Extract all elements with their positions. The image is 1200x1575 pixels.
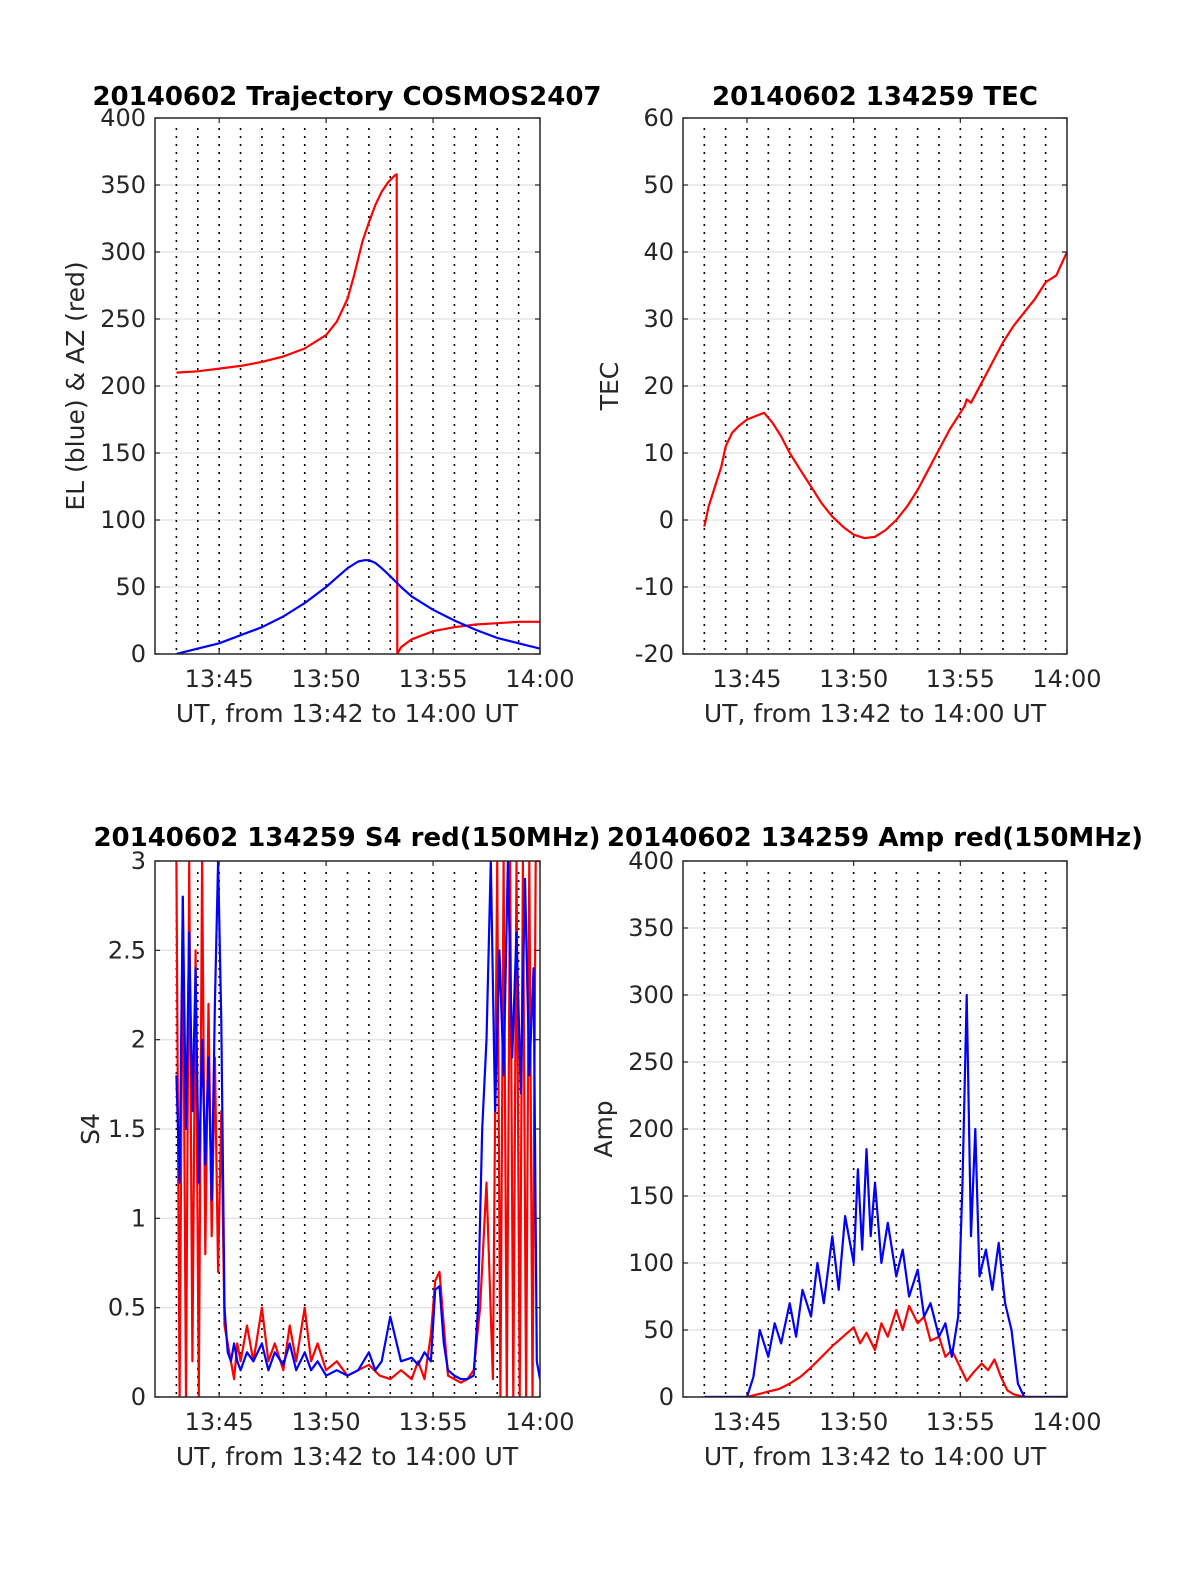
x-tick-label: 13:55	[926, 665, 995, 693]
y-tick-label: 200	[628, 1115, 674, 1143]
y-tick-label: 0.5	[108, 1294, 146, 1322]
plot-area: 13:45 13:50 13:55 14:00 -20 -10 0 10 20 30 40 50 60	[635, 104, 1102, 693]
y-tick-label: 0	[659, 506, 674, 534]
x-axis-label: UT, from 13:42 to 14:00 UT	[704, 1442, 1047, 1471]
panel-s4: 20140602 134259 S4 red(150MHz) UT, from …	[76, 823, 601, 1471]
panel-title: 20140602 134259 TEC	[712, 82, 1038, 112]
series-line-2	[176, 559, 540, 654]
y-tick-label: 50	[643, 1316, 674, 1344]
x-tick-label: 14:00	[505, 1408, 574, 1436]
y-tick-label: 100	[100, 506, 146, 534]
series-line-1	[704, 1304, 1067, 1397]
y-tick-label: 300	[628, 981, 674, 1009]
x-tick-label: 13:45	[712, 1408, 781, 1436]
y-tick-label: 400	[100, 104, 146, 132]
series-line-2	[704, 993, 1067, 1397]
y-axis-label: Amp	[589, 1100, 618, 1157]
y-tick-label: 250	[628, 1048, 674, 1076]
x-tick-label: 13:50	[819, 665, 888, 693]
y-tick-label: 350	[628, 914, 674, 942]
y-tick-label: 0	[131, 1383, 146, 1411]
panel-amp: 20140602 134259 Amp red(150MHz) UT, from…	[589, 823, 1143, 1471]
plot-area: 13:45 13:50 13:55 14:00 0 50 100 150 200 250 300 35…	[100, 104, 574, 693]
x-tick-label: 13:45	[712, 665, 781, 693]
panel-tec: 20140602 134259 TEC UT, from 13:42 to 14…	[595, 82, 1102, 728]
y-tick-label: 2	[131, 1026, 146, 1054]
y-tick-label: 150	[100, 439, 146, 467]
plot-area: 13:45 13:50 13:55 14:00 0 0.5 1 1.5 2 2.5 3	[108, 847, 575, 1436]
panel-title: 20140602 134259 S4 red(150MHz)	[93, 823, 600, 853]
series-line-1	[176, 173, 540, 654]
x-tick-label: 14:00	[505, 665, 574, 693]
y-axis-label: S4	[76, 1113, 105, 1145]
x-tick-label: 13:55	[398, 665, 467, 693]
y-tick-label: 30	[643, 305, 674, 333]
x-tick-label: 14:00	[1032, 1408, 1101, 1436]
x-tick-label: 13:55	[926, 1408, 995, 1436]
y-tick-label: 1.5	[108, 1115, 146, 1143]
y-tick-label: -20	[635, 640, 674, 668]
series-line-1	[703, 251, 1067, 540]
y-tick-label: 50	[643, 171, 674, 199]
y-tick-label: 250	[100, 305, 146, 333]
x-tick-label: 13:50	[819, 1408, 888, 1436]
y-tick-label: 50	[115, 573, 146, 601]
y-tick-label: 400	[628, 847, 674, 875]
x-tick-label: 13:45	[185, 665, 254, 693]
panel-title: 20140602 134259 Amp red(150MHz)	[607, 823, 1143, 853]
x-tick-label: 13:50	[292, 1408, 361, 1436]
y-tick-label: 3	[131, 847, 146, 875]
y-axis-label: EL (blue) & AZ (red)	[61, 261, 90, 510]
x-tick-label: 13:50	[292, 665, 361, 693]
plot-area: 13:45 13:50 13:55 14:00 0 50 100 150 200 250 300 35…	[628, 847, 1101, 1436]
x-tick-label: 13:55	[398, 1408, 467, 1436]
y-tick-label: 0	[131, 640, 146, 668]
y-tick-label: 100	[628, 1249, 674, 1277]
series-line-2	[175, 861, 540, 1381]
y-tick-label: 10	[643, 439, 674, 467]
y-tick-label: 150	[628, 1182, 674, 1210]
panel-title: 20140602 Trajectory COSMOS2407	[92, 82, 601, 112]
y-tick-label: 0	[659, 1383, 674, 1411]
y-tick-label: 200	[100, 372, 146, 400]
y-tick-label: -10	[635, 573, 674, 601]
y-tick-label: 300	[100, 238, 146, 266]
y-tick-label: 1	[131, 1204, 146, 1232]
y-tick-label: 20	[643, 372, 674, 400]
x-axis-label: UT, from 13:42 to 14:00 UT	[176, 699, 519, 728]
y-axis-label: TEC	[595, 362, 624, 412]
y-tick-label: 350	[100, 171, 146, 199]
panel-trajectory: 20140602 Trajectory COSMOS2407 UT, from …	[61, 82, 602, 728]
y-tick-label: 60	[643, 104, 674, 132]
y-tick-label: 2.5	[108, 936, 146, 964]
x-axis-label: UT, from 13:42 to 14:00 UT	[704, 699, 1047, 728]
x-tick-label: 14:00	[1032, 665, 1101, 693]
y-tick-label: 40	[643, 238, 674, 266]
x-axis-label: UT, from 13:42 to 14:00 UT	[176, 1442, 519, 1471]
x-tick-label: 13:45	[185, 1408, 254, 1436]
